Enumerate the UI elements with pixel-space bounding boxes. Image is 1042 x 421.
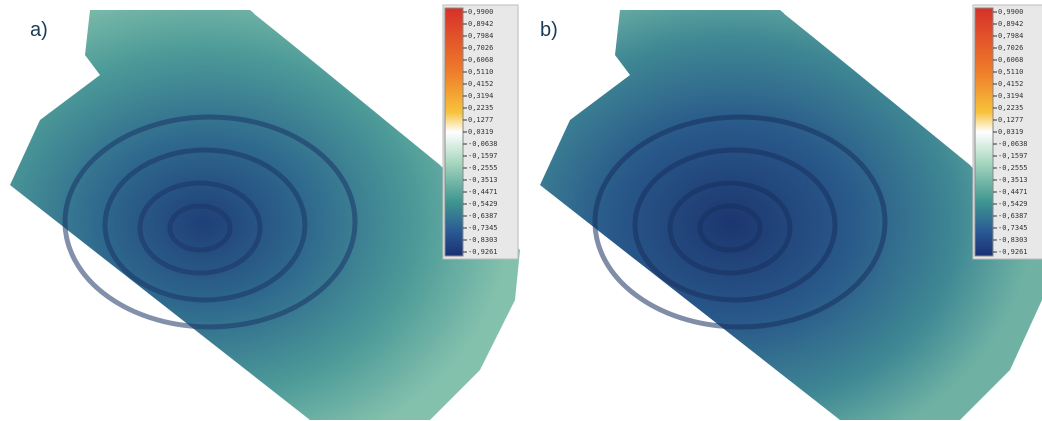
colorbar-tick-label: -0,3513	[468, 176, 498, 184]
colorbar-tick-label: -0,8303	[468, 236, 498, 244]
colorbar-tick-label: 0,5110	[998, 68, 1023, 76]
colorbar-tick-label: 0,1277	[468, 116, 493, 124]
colorbar-tick-label: -0,6387	[468, 212, 498, 220]
colorbar-tick-label: -0,5429	[998, 200, 1028, 208]
colorbar-tick-label: 0,7984	[468, 32, 493, 40]
colorbar-tick-label: 0,3194	[468, 92, 493, 100]
colorbar-tick-label: -0,7345	[998, 224, 1028, 232]
colorbar-tick-label: 0,0319	[468, 128, 493, 136]
colorbar-tick-label: 0,4152	[998, 80, 1023, 88]
colorbar-tick-label: 0,8942	[468, 20, 493, 28]
colorbar-tick-label: -0,8303	[998, 236, 1028, 244]
colorbar-tick-label: 0,8942	[998, 20, 1023, 28]
colorbar-tick-label: 0,1277	[998, 116, 1023, 124]
colorbar-tick-label: -0,2555	[468, 164, 498, 172]
colorbar-tick-label: -0,1597	[468, 152, 498, 160]
colorbar-tick-label: -0,6387	[998, 212, 1028, 220]
colorbar-tick-label: 0,9900	[468, 8, 493, 16]
colorbar	[445, 8, 463, 256]
colorbar	[975, 8, 993, 256]
panel-label: a)	[30, 19, 48, 41]
panel-b: 0,9900 0,8942 0,7984 0,7026 0,6068 0,5110 0,41…	[540, 5, 1042, 420]
colorbar-tick-label: 0,6068	[998, 56, 1023, 64]
figure: 0,9900 0,8942 0,7984 0,7026 0,6068 0,5110 0,41…	[0, 0, 1042, 421]
colorbar-tick-label: 0,7026	[998, 44, 1023, 52]
colorbar-tick-label: 0,3194	[998, 92, 1023, 100]
colorbar-tick-label: 0,7026	[468, 44, 493, 52]
colorbar-tick-label: 0,6068	[468, 56, 493, 64]
panel-label: b)	[540, 19, 558, 41]
colorbar-tick-label: -0,3513	[998, 176, 1028, 184]
colorbar-tick-label: 0,5110	[468, 68, 493, 76]
colorbar-tick-label: -0,4471	[468, 188, 498, 196]
colorbar-tick-label: 0,2235	[998, 104, 1023, 112]
panel-a: 0,9900 0,8942 0,7984 0,7026 0,6068 0,5110 0,41…	[10, 5, 520, 420]
colorbar-tick-label: 0,9900	[998, 8, 1023, 16]
colorbar-tick-label: -0,1597	[998, 152, 1028, 160]
colorbar-tick-label: -0,9261	[998, 248, 1028, 256]
colorbar-tick-label: 0,2235	[468, 104, 493, 112]
colorbar-tick-label: 0,4152	[468, 80, 493, 88]
colorbar-tick-label: -0,9261	[468, 248, 498, 256]
colorbar-tick-label: 0,0319	[998, 128, 1023, 136]
colorbar-tick-label: -0,7345	[468, 224, 498, 232]
colorbar-tick-label: -0,2555	[998, 164, 1028, 172]
colorbar-tick-label: -0,0638	[468, 140, 498, 148]
colorbar-tick-label: 0,7984	[998, 32, 1023, 40]
colorbar-tick-label: -0,4471	[998, 188, 1028, 196]
radar-image	[540, 10, 1042, 420]
colorbar-tick-label: -0,5429	[468, 200, 498, 208]
colorbar-tick-label: -0,0638	[998, 140, 1028, 148]
